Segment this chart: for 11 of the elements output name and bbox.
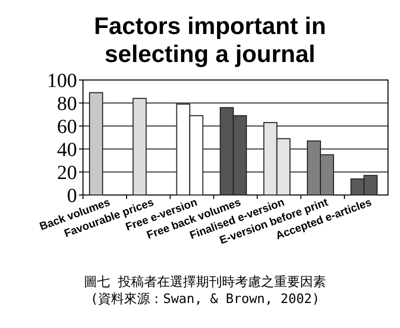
y-tick-label: 20 xyxy=(57,162,77,184)
y-tick-label: 0 xyxy=(67,185,77,207)
bar xyxy=(132,98,147,196)
bar xyxy=(89,92,104,196)
y-tick-label: 60 xyxy=(57,116,77,138)
text: 圖七 投稿者在選擇期刊時考慮之重要因素 xyxy=(84,275,326,290)
y-tick-label: 40 xyxy=(57,139,77,161)
y-tick-label: 100 xyxy=(47,70,77,92)
chart-title: Factors important in selecting a journal xyxy=(94,13,326,68)
y-tick-label: 80 xyxy=(57,93,77,115)
text: (資料來源：Swan, & Brown, 2002) xyxy=(90,292,320,307)
